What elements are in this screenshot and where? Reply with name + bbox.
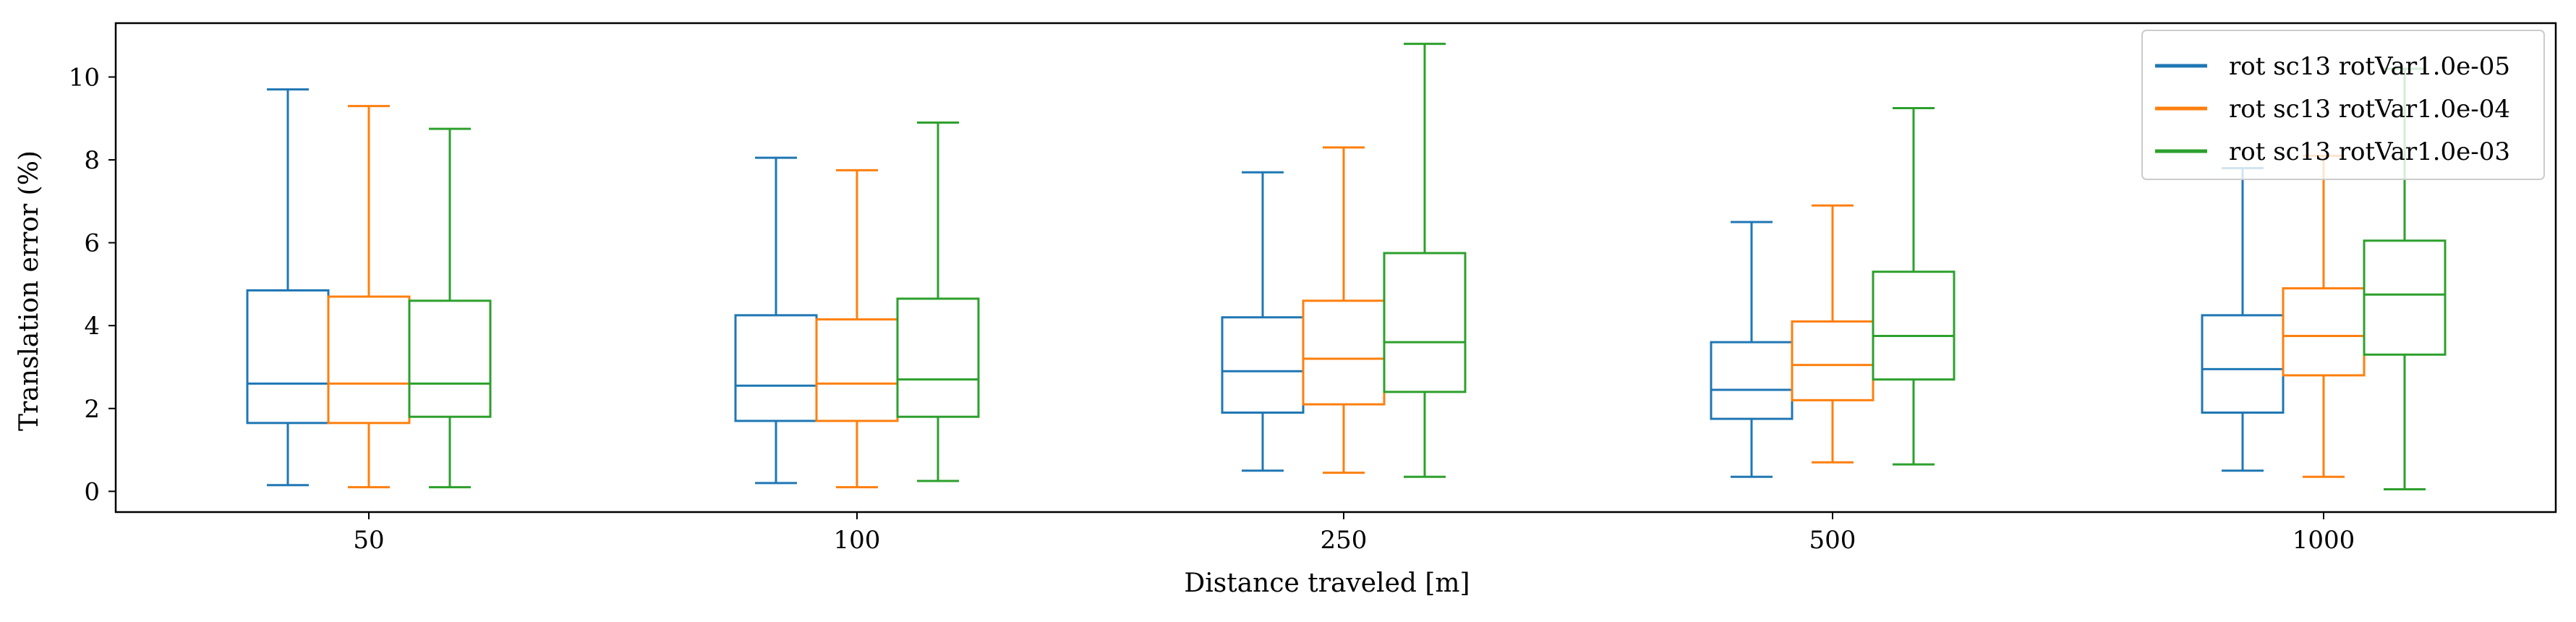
legend-label-series-3: rot sc13 rotVar1.0e-03 (2229, 137, 2510, 166)
y-tick-label: 6 (84, 229, 100, 258)
box-body (1791, 320, 1875, 401)
x-tick-label: 100 (834, 526, 881, 555)
y-axis-label: Translation error (%) (14, 150, 44, 431)
box-body (1383, 252, 1467, 393)
y-tick-label: 8 (84, 146, 100, 175)
box-1-1000 (2201, 167, 2285, 472)
box-2-100 (815, 169, 899, 489)
y-tick-label: 10 (69, 63, 100, 92)
box-1-50 (246, 88, 330, 487)
box-body (327, 295, 411, 425)
box-2-250 (1302, 146, 1386, 474)
box-2-500 (1791, 204, 1875, 464)
x-tick-label: 250 (1321, 526, 1368, 555)
box-body (408, 299, 492, 418)
box-body (246, 289, 330, 425)
box-body (734, 314, 818, 422)
plot-frame (114, 22, 2557, 514)
box-3-250 (1383, 43, 1467, 478)
y-tick-label: 2 (84, 395, 100, 424)
box-body (2201, 314, 2285, 414)
x-tick-label: 50 (353, 526, 384, 555)
box-1-100 (734, 156, 818, 485)
legend: rot sc13 rotVar1.0e-05 rot sc13 rotVar1.… (2141, 30, 2545, 180)
x-axis-label: Distance traveled [m] (1184, 568, 1470, 598)
box-1-250 (1221, 171, 1305, 472)
box-body (2363, 239, 2447, 356)
box-body (1221, 316, 1305, 414)
legend-label-series-1: rot sc13 rotVar1.0e-05 (2229, 52, 2510, 81)
box-body (2282, 287, 2366, 377)
legend-frame (2141, 30, 2545, 180)
box-body (1710, 341, 1794, 420)
box-2-50 (327, 105, 411, 489)
axes-layer: 0 2 4 6 8 10 50 100 250 500 1000 (69, 22, 2557, 555)
y-tick-label: 4 (84, 312, 100, 341)
boxes-layer (246, 43, 2447, 490)
box-3-100 (896, 121, 980, 482)
box-body (1302, 299, 1386, 406)
box-3-500 (1872, 106, 1956, 466)
box-1-500 (1710, 221, 1794, 478)
box-body (896, 297, 980, 418)
box-body (1872, 270, 1956, 381)
box-2-1000 (2282, 154, 2366, 478)
box-body (815, 318, 899, 422)
x-tick-label: 1000 (2293, 526, 2355, 555)
x-tick-label: 500 (1809, 526, 1856, 555)
y-tick-label: 0 (84, 477, 100, 506)
box-3-50 (408, 127, 492, 489)
legend-label-series-2: rot sc13 rotVar1.0e-04 (2229, 95, 2510, 124)
